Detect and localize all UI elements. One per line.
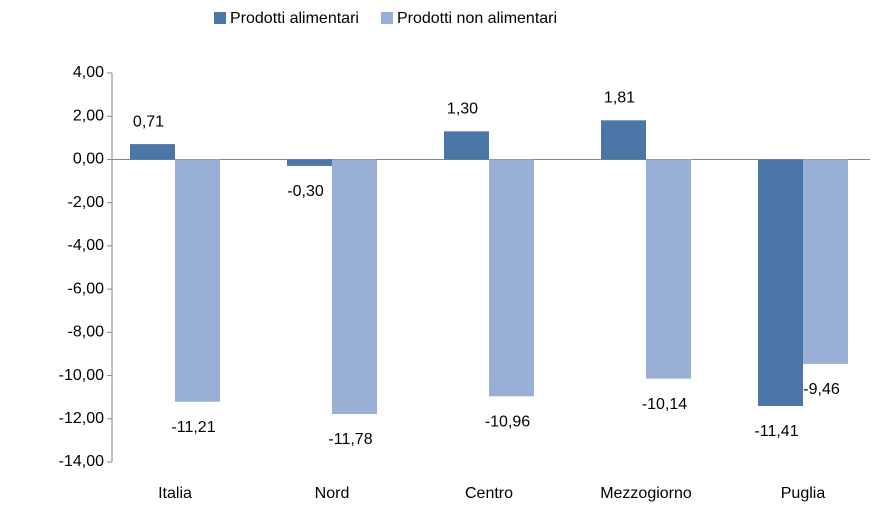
bar bbox=[646, 159, 691, 379]
y-tick-label: -10,00 bbox=[59, 367, 104, 384]
y-tick-label: 2,00 bbox=[73, 107, 104, 124]
x-tick-label: Nord bbox=[315, 485, 350, 502]
x-tick-label: Mezzogiorno bbox=[600, 485, 692, 502]
data-label: 0,71 bbox=[133, 113, 164, 130]
x-tick-label: Centro bbox=[465, 485, 513, 502]
data-label: 1,81 bbox=[604, 90, 635, 107]
data-label: -11,41 bbox=[754, 423, 798, 440]
bar bbox=[332, 159, 377, 415]
bar bbox=[803, 159, 848, 364]
bar bbox=[601, 120, 646, 160]
legend-label: Prodotti alimentari bbox=[230, 10, 359, 27]
y-tick-label: -4,00 bbox=[68, 237, 105, 254]
bar bbox=[175, 159, 220, 402]
data-label: -11,78 bbox=[328, 431, 372, 448]
y-tick-label: -6,00 bbox=[68, 280, 105, 297]
y-tick-label: -12,00 bbox=[59, 410, 104, 427]
bar bbox=[287, 159, 332, 166]
x-tick-label: Puglia bbox=[781, 485, 826, 502]
y-tick-label: 0,00 bbox=[73, 151, 104, 168]
data-label: -9,46 bbox=[803, 381, 840, 398]
y-tick-label: -2,00 bbox=[68, 194, 105, 211]
data-label: -0,30 bbox=[287, 183, 324, 200]
x-tick-label: Italia bbox=[158, 485, 192, 502]
legend-swatch bbox=[380, 12, 393, 24]
data-label: 1,30 bbox=[447, 101, 478, 118]
data-label: -10,96 bbox=[485, 414, 530, 431]
legend-label: Prodotti non alimentari bbox=[397, 10, 557, 27]
bar bbox=[758, 159, 803, 407]
y-tick-label: -8,00 bbox=[68, 324, 105, 341]
data-label: -11,21 bbox=[171, 419, 215, 436]
y-tick-label: 4,00 bbox=[73, 64, 104, 81]
bar bbox=[130, 144, 175, 160]
y-tick-label: -14,00 bbox=[59, 453, 104, 470]
legend-swatch bbox=[214, 12, 226, 24]
bar bbox=[489, 159, 534, 397]
data-label: -10,14 bbox=[642, 396, 687, 413]
bar bbox=[444, 131, 489, 160]
